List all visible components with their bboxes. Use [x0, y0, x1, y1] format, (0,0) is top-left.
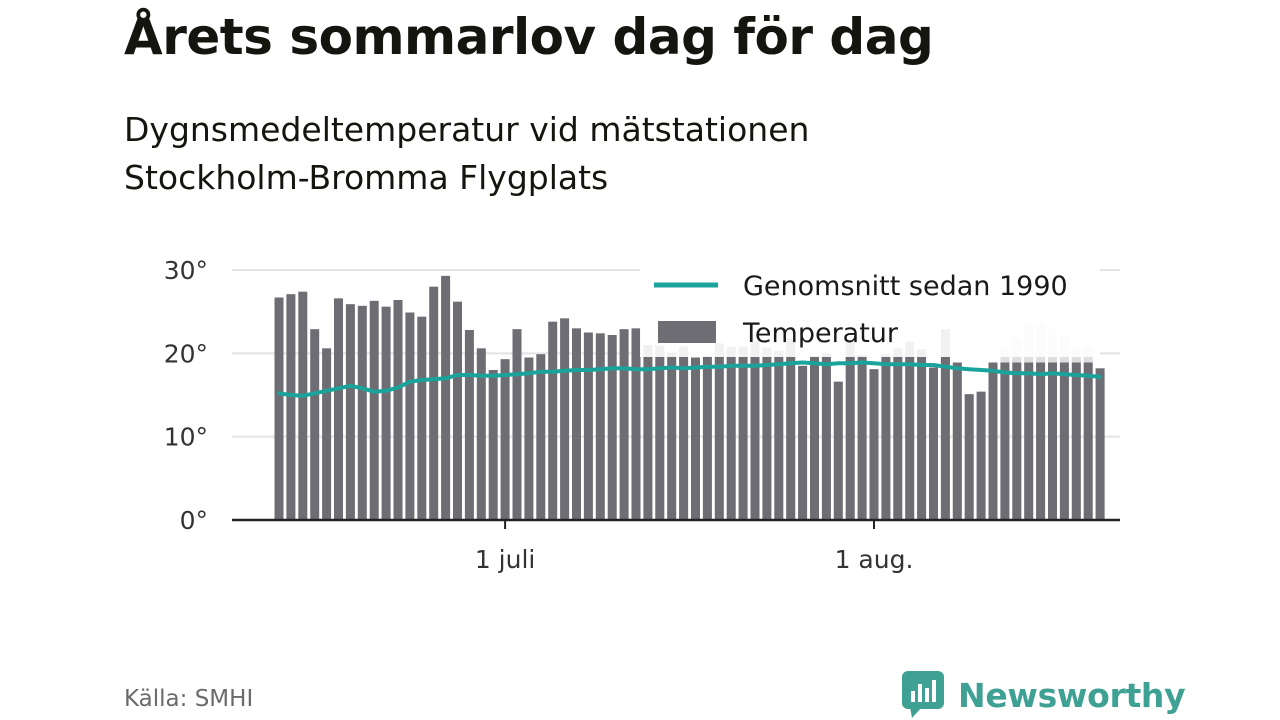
- chart-title: Årets sommarlov dag för dag: [124, 8, 934, 66]
- temperature-bar: [560, 318, 570, 520]
- legend-bar-label: Temperatur: [742, 318, 899, 349]
- temperature-bar: [572, 328, 581, 520]
- temperature-bar: [607, 335, 617, 520]
- temperature-bar: [810, 355, 819, 520]
- temperature-bar: [1000, 362, 1010, 520]
- legend: Genomsnitt sedan 1990 Temperatur: [640, 265, 1100, 357]
- temperature-bar: [357, 305, 367, 520]
- temperature-bar: [1071, 362, 1081, 520]
- temperature-bar: [524, 357, 534, 520]
- temperature-bar: [310, 329, 320, 520]
- temperature-bar: [821, 353, 831, 520]
- brand-logo: Newsworthy: [902, 671, 1186, 719]
- temperature-bar: [1095, 368, 1105, 520]
- temperature-bar: [1048, 362, 1057, 520]
- brand-name: Newsworthy: [958, 675, 1186, 715]
- temperature-bar: [929, 367, 938, 520]
- temperature-bar: [595, 333, 605, 520]
- temperature-bar: [726, 346, 736, 520]
- temperature-bar: [738, 346, 748, 520]
- temperature-bar: [845, 342, 855, 520]
- legend-bar-swatch: [658, 321, 716, 343]
- temperature-bar: [952, 362, 962, 520]
- temperature-bar: [750, 340, 760, 520]
- temperature-bar: [964, 394, 974, 520]
- temperature-bar: [417, 316, 427, 520]
- subtitle-line-1: Dygnsmedeltemperatur vid mätstationen: [124, 110, 810, 149]
- legend-line-label: Genomsnitt sedan 1990: [743, 271, 1068, 302]
- temperature-bar: [917, 349, 927, 520]
- temperature-bar: [453, 301, 462, 520]
- y-tick-label: 20°: [164, 339, 208, 368]
- temperature-bar: [476, 348, 486, 520]
- temperature-bar: [334, 298, 343, 520]
- temperature-bar: [1012, 362, 1022, 520]
- temperature-bar: [381, 306, 391, 520]
- subtitle-line-2: Stockholm-Bromma Flygplats: [124, 158, 609, 197]
- x-tick-label: 1 juli: [475, 545, 536, 574]
- temperature-bar: [464, 330, 474, 520]
- temperature-bar: [583, 332, 593, 520]
- temperature-bar: [286, 294, 296, 520]
- temperature-bar: [441, 275, 451, 520]
- temperature-bar: [905, 341, 915, 520]
- temperature-bar: [393, 300, 403, 520]
- average-line: [277, 360, 1103, 398]
- temperature-bar: [857, 355, 867, 520]
- temperature-bar: [1083, 362, 1093, 520]
- temperature-bar: [1059, 362, 1069, 520]
- y-tick-label: 30°: [164, 256, 208, 285]
- temperature-bar: [679, 346, 689, 520]
- temperature-bar: [369, 300, 379, 520]
- temperature-bar: [345, 304, 355, 520]
- temperature-bar: [702, 355, 712, 520]
- temperature-bar: [774, 350, 784, 520]
- temperature-bar: [940, 329, 950, 520]
- axes: 0° 10° 20° 30° 1 juli 1 aug.: [164, 256, 1120, 574]
- temperature-bar: [298, 291, 308, 520]
- temperature-bar: [631, 328, 641, 520]
- temperature-bar: [274, 297, 284, 520]
- temperature-bar: [619, 329, 629, 520]
- temperature-bar: [512, 329, 522, 520]
- newsworthy-logo-icon: [902, 671, 944, 718]
- y-tick-label: 10°: [164, 423, 208, 452]
- temperature-bar: [833, 381, 843, 520]
- temperature-bar: [881, 354, 891, 520]
- temperature-bar: [988, 362, 998, 520]
- temperature-bar: [655, 345, 665, 520]
- temperature-bar: [548, 321, 558, 520]
- temperature-bar: [1024, 362, 1034, 520]
- temperature-bar: [488, 370, 498, 520]
- average-line-path: [277, 360, 1103, 398]
- temperature-bar: [762, 347, 772, 520]
- temperature-bar: [798, 365, 808, 520]
- source-note: Källa: SMHI: [124, 686, 254, 712]
- x-tick-label: 1 aug.: [835, 545, 914, 574]
- temperature-bar: [714, 343, 724, 520]
- temperature-bar: [322, 348, 332, 520]
- temperature-bar: [536, 354, 546, 520]
- temperature-bar: [405, 312, 415, 520]
- temperature-bar: [643, 345, 653, 520]
- temperature-bar: [893, 348, 903, 520]
- legend-background: [640, 265, 1100, 357]
- temperature-bar: [691, 357, 700, 520]
- temperature-bar: [429, 286, 439, 520]
- temperature-bar: [786, 339, 796, 520]
- temperature-bar: [667, 352, 677, 520]
- temperature-bar: [1036, 362, 1046, 520]
- chart-subtitle: Dygnsmedeltemperatur vid mätstationen St…: [124, 106, 809, 202]
- temperature-bar: [869, 369, 879, 520]
- temperature-bar: [976, 391, 986, 520]
- temperature-bars: [274, 275, 1105, 520]
- temperature-bar: [500, 359, 510, 520]
- y-tick-label: 0°: [180, 506, 208, 535]
